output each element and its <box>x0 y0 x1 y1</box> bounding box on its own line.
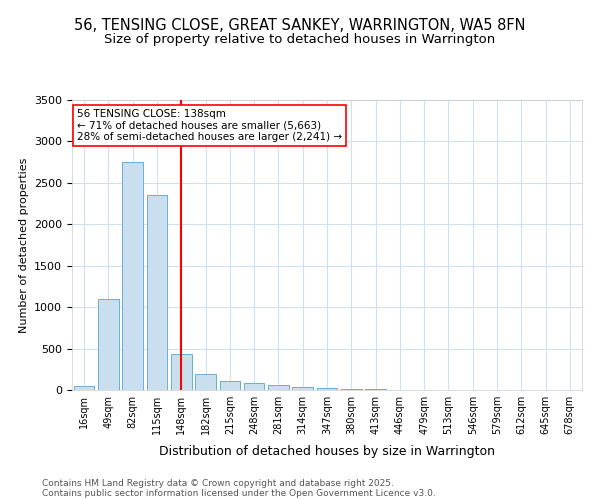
Text: 56 TENSING CLOSE: 138sqm
← 71% of detached houses are smaller (5,663)
28% of sem: 56 TENSING CLOSE: 138sqm ← 71% of detach… <box>77 108 342 142</box>
Text: Contains HM Land Registry data © Crown copyright and database right 2025.: Contains HM Land Registry data © Crown c… <box>42 478 394 488</box>
Bar <box>317 388 337 390</box>
Bar <box>195 374 216 390</box>
Bar <box>268 386 289 390</box>
X-axis label: Distribution of detached houses by size in Warrington: Distribution of detached houses by size … <box>159 446 495 458</box>
Bar <box>122 162 143 390</box>
Bar <box>365 389 386 390</box>
Text: Size of property relative to detached houses in Warrington: Size of property relative to detached ho… <box>104 32 496 46</box>
Bar <box>98 299 119 390</box>
Bar <box>171 354 191 390</box>
Bar <box>244 384 265 390</box>
Bar <box>220 381 240 390</box>
Text: 56, TENSING CLOSE, GREAT SANKEY, WARRINGTON, WA5 8FN: 56, TENSING CLOSE, GREAT SANKEY, WARRING… <box>74 18 526 32</box>
Bar <box>292 387 313 390</box>
Bar <box>341 389 362 390</box>
Bar <box>146 196 167 390</box>
Text: Contains public sector information licensed under the Open Government Licence v3: Contains public sector information licen… <box>42 488 436 498</box>
Bar <box>74 386 94 390</box>
Y-axis label: Number of detached properties: Number of detached properties <box>19 158 29 332</box>
